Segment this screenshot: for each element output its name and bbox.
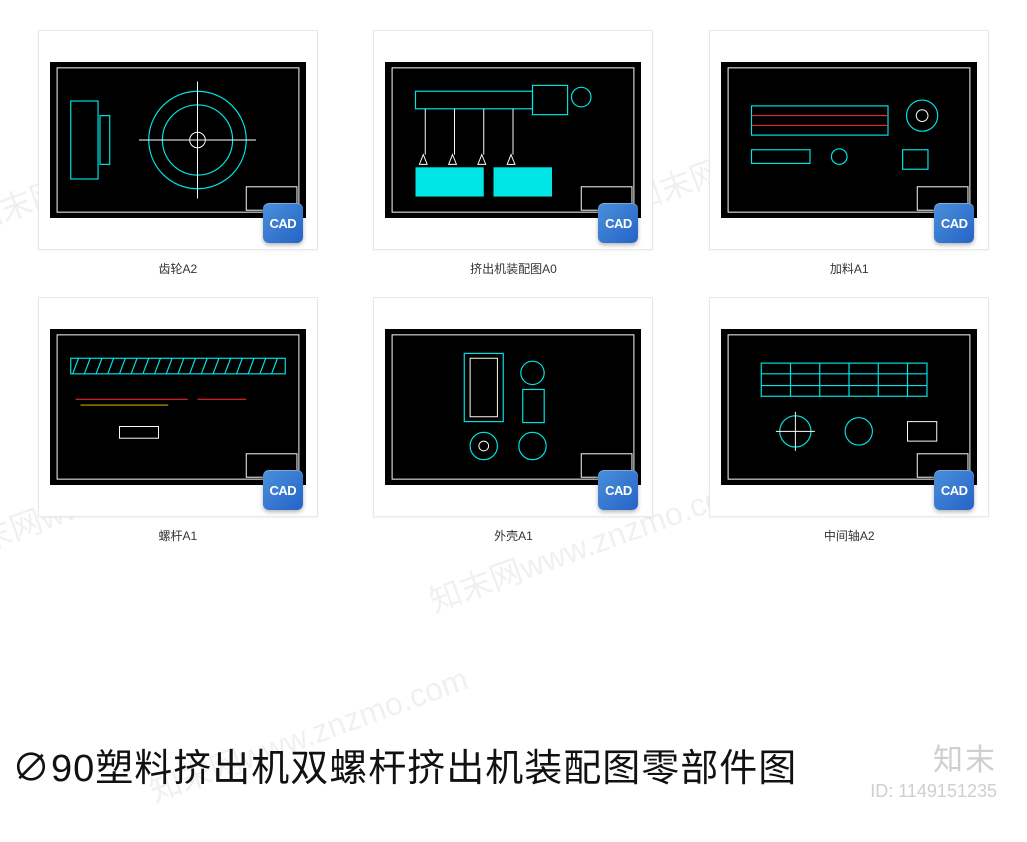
thumbnail-frame: CAD	[709, 297, 989, 517]
thumbnail-cell[interactable]: CAD 挤出机装配图A0	[356, 30, 672, 277]
thumbnail-cell[interactable]: CAD 中间轴A2	[691, 297, 1007, 544]
thumbnail-label: 齿轮A2	[158, 260, 197, 277]
thumbnail-cell[interactable]: CAD 加料A1	[691, 30, 1007, 277]
cad-badge-icon: CAD	[934, 203, 974, 243]
thumbnail-frame: CAD	[373, 297, 653, 517]
cad-badge-icon: CAD	[598, 203, 638, 243]
cad-badge-icon: CAD	[934, 470, 974, 510]
thumbnail-frame: CAD	[373, 30, 653, 250]
cad-badge-icon: CAD	[263, 203, 303, 243]
cad-preview	[48, 327, 308, 487]
cad-preview	[48, 60, 308, 220]
thumbnail-label: 螺杆A1	[158, 527, 197, 544]
thumbnail-label: 加料A1	[830, 260, 869, 277]
cad-preview	[719, 327, 979, 487]
thumbnail-grid: CAD 齿轮A2	[0, 0, 1027, 554]
watermark-id: ID: 1149151235	[870, 781, 997, 802]
watermark-brand-block: 知末 ID: 1149151235	[870, 735, 997, 802]
thumbnail-frame: CAD	[38, 30, 318, 250]
watermark-brand: 知末	[870, 735, 997, 779]
thumbnail-label: 中间轴A2	[824, 527, 875, 544]
thumbnail-cell[interactable]: CAD 螺杆A1	[20, 297, 336, 544]
cad-badge-icon: CAD	[263, 470, 303, 510]
thumbnail-label: 外壳A1	[494, 527, 533, 544]
cad-badge-icon: CAD	[598, 470, 638, 510]
thumbnail-label: 挤出机装配图A0	[470, 260, 557, 277]
thumbnail-frame: CAD	[709, 30, 989, 250]
cad-preview	[383, 60, 643, 220]
cad-preview	[383, 327, 643, 487]
thumbnail-cell[interactable]: CAD 齿轮A2	[20, 30, 336, 277]
thumbnail-cell[interactable]: CAD 外壳A1	[356, 297, 672, 544]
cad-preview	[719, 60, 979, 220]
thumbnail-frame: CAD	[38, 297, 318, 517]
